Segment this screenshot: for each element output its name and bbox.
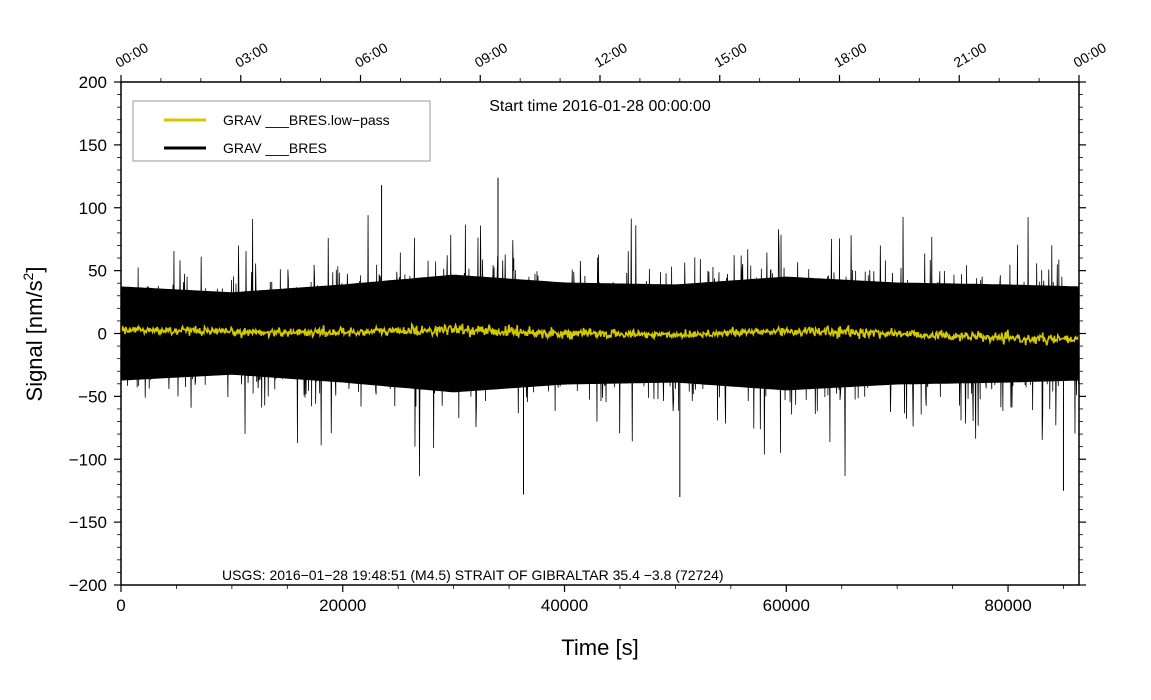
plot-area [120,177,1080,497]
x-tick-label: 60000 [763,596,810,615]
legend: GRAV ___BRES.low−pass GRAV ___BRES [132,100,431,162]
x-tick-label: 40000 [541,596,588,615]
y-tick-label: 150 [79,136,107,155]
legend-label-raw: GRAV ___BRES [223,140,327,156]
series-grav-bres-lowpass [120,321,1080,346]
y-tick-label: 50 [88,262,107,281]
x-axis-title: Time [s] [561,635,638,660]
legend-label-lowpass: GRAV ___BRES.low−pass [223,112,390,128]
plot-frame [120,81,1080,586]
y-tick-label: −150 [69,513,107,532]
series-grav-bres-lowpass-line [120,321,1080,346]
y-axis-title-end: ] [22,267,47,273]
y-tick-labels: −200 −150 −100 −50 0 50 100 150 200 [69,73,107,595]
legend-box [132,100,431,162]
y-tick-label: −100 [69,450,107,469]
y-axis-title-sup: 2 [20,272,36,280]
y-tick-label: 100 [79,199,107,218]
chart-title: Start time 2016-01-28 00:00:00 [489,98,711,115]
x-tick-labels: 0 20000 40000 60000 80000 [116,596,1031,615]
y-tick-label: −50 [78,387,107,406]
series-grav-bres-line [120,215,1080,477]
y-tick-label: 200 [79,73,107,92]
x-tick-label: 20000 [319,596,366,615]
x-tick-label: 80000 [984,596,1031,615]
y-axis-title: Signal [nm/s2] [20,267,47,402]
y-axis-title-main: Signal [nm/s [22,280,47,401]
x-tick-label: 0 [116,596,125,615]
event-annotation: USGS: 2016−01−28 19:48:51 (M4.5) STRAIT … [222,567,724,583]
y-tick-label: −200 [69,576,107,595]
y-tick-label: 0 [98,325,107,344]
